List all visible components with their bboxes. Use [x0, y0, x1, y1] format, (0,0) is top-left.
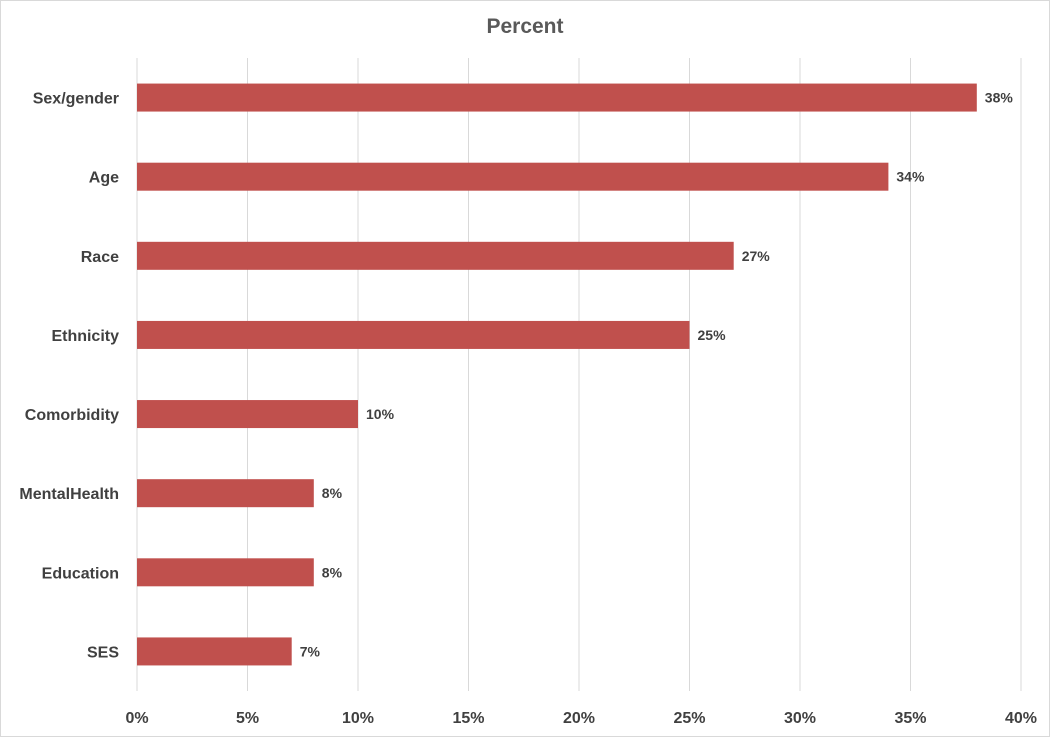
category-labels: Sex/gender Age Race Ethnicity Comorbidity Men…: [19, 91, 119, 662]
data-label: 27%: [742, 248, 771, 264]
category-label: Education: [42, 565, 119, 582]
data-label: 7%: [300, 643, 321, 659]
data-label: 38%: [985, 90, 1014, 106]
x-tick-label: 5%: [236, 710, 259, 727]
chart-title: Percent: [486, 15, 564, 38]
x-tick-label: 15%: [452, 710, 484, 727]
category-label: Comorbidity: [25, 407, 119, 424]
x-tick-label: 10%: [342, 710, 374, 727]
bar: [137, 83, 977, 112]
x-tick-label: 30%: [784, 710, 816, 727]
bar: [137, 558, 314, 587]
bar: [137, 320, 690, 349]
x-tick-labels: 0% 5% 10% 15% 20% 25% 30% 35% 40%: [125, 710, 1037, 727]
category-label: Sex/gender: [33, 91, 119, 108]
category-label: SES: [87, 644, 119, 661]
bar: [137, 162, 889, 191]
category-label: Age: [89, 170, 119, 187]
x-tick-label: 0%: [125, 710, 148, 727]
category-label: Ethnicity: [51, 328, 119, 345]
data-label: 25%: [698, 327, 727, 343]
data-label: 10%: [366, 406, 395, 422]
x-tick-label: 40%: [1005, 710, 1037, 727]
data-labels: 38% 34% 27% 25% 10% 8% 8% 7%: [300, 90, 1014, 660]
data-label: 8%: [322, 485, 343, 501]
bar: [137, 479, 314, 508]
bar: [137, 241, 734, 270]
gridlines: [136, 58, 1022, 691]
x-tick-label: 25%: [673, 710, 705, 727]
category-label: Race: [81, 249, 119, 266]
bars: [137, 83, 977, 666]
bar: [137, 637, 292, 666]
data-label: 8%: [322, 564, 343, 580]
x-tick-label: 20%: [563, 710, 595, 727]
x-tick-label: 35%: [894, 710, 926, 727]
category-label: MentalHealth: [19, 486, 119, 503]
bar: [137, 400, 358, 429]
data-label: 34%: [896, 169, 925, 185]
